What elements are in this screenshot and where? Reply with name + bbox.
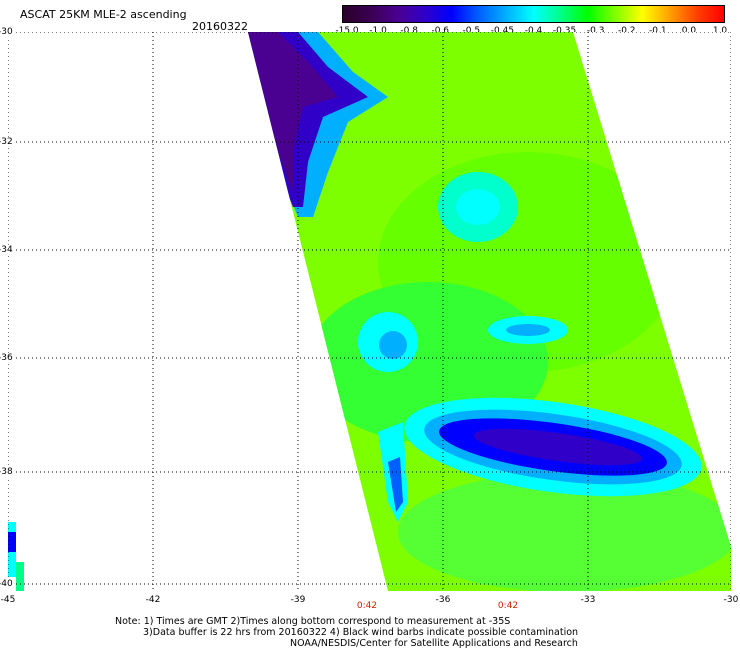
colorbar: [342, 5, 725, 23]
longitude-label: -33: [580, 595, 596, 605]
lat-lon-grid: [8, 32, 731, 591]
colorbar-label: -0.35: [552, 26, 577, 36]
colorbar-label: -15.0: [335, 26, 359, 36]
latitude-label: -38: [0, 467, 14, 477]
latitude-label: -36: [0, 353, 14, 363]
colorbar-label: -1.0: [369, 26, 387, 36]
latitude-label: -32: [0, 137, 14, 147]
edge-data-strip-blue: [8, 532, 16, 552]
colorbar-label: -0.3: [586, 26, 605, 36]
note-line-1: Note: 1) Times are GMT 2)Times along bot…: [115, 616, 511, 627]
latitude-label: -30: [0, 27, 14, 37]
colorbar-label: 1.0: [712, 26, 728, 36]
note-line-3: NOAA/NESDIS/Center for Satellite Applica…: [290, 638, 578, 649]
colorbar-label: -0.8: [400, 26, 418, 36]
edge-data-strip-green: [16, 562, 24, 591]
colorbar-label: -0.5: [462, 26, 481, 36]
colorbar-label: -0.1: [649, 26, 667, 36]
swath-data: [248, 32, 731, 591]
longitude-label: -36: [435, 595, 451, 605]
map-title: ASCAT 25KM MLE-2 ascending: [20, 8, 187, 21]
latitude-label: -34: [0, 245, 14, 255]
map-date: 20160322: [192, 20, 248, 33]
colorbar-label: -0.45: [490, 26, 515, 36]
longitude-label: -30: [723, 595, 739, 605]
colorbar-labels: -15.0 -1.0 -0.8 -0.6 -0.5 -0.45 -0.4 -0.35 -0.3 -…: [0, 0, 740, 40]
note-line-2: 3)Data buffer is 22 hrs from 20160322 4)…: [143, 627, 579, 638]
swath-map: [8, 32, 731, 591]
colorbar-label: -0.6: [431, 26, 450, 36]
longitude-label: -42: [145, 595, 161, 605]
colorbar-label: -0.4: [524, 26, 543, 36]
latitude-label: -40: [0, 579, 14, 589]
colorbar-label: -0.2: [617, 26, 636, 36]
colorbar-label: 0.0: [681, 26, 697, 36]
pass-time-label: 0:42: [356, 601, 378, 611]
longitude-label: -39: [290, 595, 306, 605]
latitude-labels: -30 -32 -34 -36 -38 -40: [0, 0, 40, 650]
pass-time-label: 0:42: [497, 601, 519, 611]
longitude-label: -45: [0, 595, 16, 605]
